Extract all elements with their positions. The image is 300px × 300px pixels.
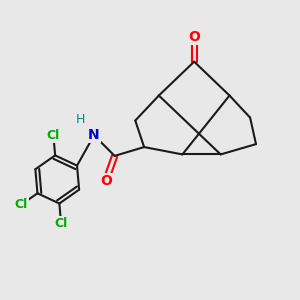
Text: Cl: Cl <box>14 198 28 211</box>
Text: Cl: Cl <box>55 217 68 230</box>
Text: N: N <box>88 128 100 142</box>
Text: Cl: Cl <box>47 129 60 142</box>
Text: O: O <box>188 30 200 44</box>
Text: O: O <box>100 174 112 188</box>
Text: H: H <box>76 112 86 126</box>
